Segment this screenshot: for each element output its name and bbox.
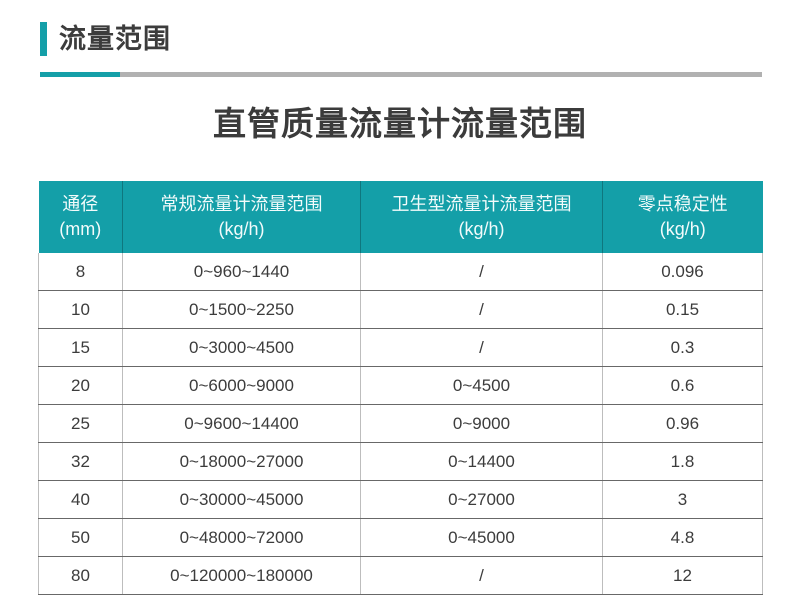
table-cell: 12 [602,556,763,595]
table-cell: 0~18000~27000 [122,442,361,481]
table-cell: 4.8 [602,518,763,557]
table-cell: 0~30000~45000 [122,480,361,519]
table-cell: 0.096 [602,253,763,291]
table-cell: 0.96 [602,404,763,443]
divider-accent-segment [40,72,120,77]
table-cell: 20 [38,366,123,405]
column-header-sanitary-flow-range: 卫生型流量计流量范围 (kg/h) [360,181,603,253]
table-cell: 3 [602,480,763,519]
table-cell: / [360,290,603,329]
table-row: 8 0~960~1440/0.096 [38,253,763,291]
column-header-line2: (mm) [59,219,102,239]
table-cell: 32 [38,442,123,481]
table-cell: 15 [38,328,123,367]
table-cell: 40 [38,480,123,519]
table-cell: 0~960~1440 [122,253,361,291]
table-row: 40 0~30000~45000 0~27000 3 [38,480,763,519]
table-header-row: 通径 (mm) 常规流量计流量范围 (kg/h) 卫生型流量计流量范围 (kg/… [38,181,763,253]
column-header-line1: 零点稳定性 [637,194,728,214]
column-header-standard-flow-range: 常规流量计流量范围 (kg/h) [122,181,361,253]
table-cell: / [360,328,603,367]
flow-range-table: 通径 (mm) 常规流量计流量范围 (kg/h) 卫生型流量计流量范围 (kg/… [38,181,763,595]
table-cell: 0~120000~180000 [122,556,361,595]
table-title: 直管质量流量计流量范围 [213,105,587,142]
table-cell: 8 [38,253,123,291]
table-cell: 0~1500~2250 [122,290,361,329]
table-cell: 0~14400 [360,442,603,481]
table-cell: / [360,253,603,291]
table-cell: 0~4500 [360,366,603,405]
table-row: 50 0~48000~72000 0~45000 4.8 [38,518,763,557]
section-divider [40,72,762,77]
column-header-zero-stability: 零点稳定性 (kg/h) [602,181,763,253]
table-body: 8 0~960~1440/0.096 10 0~1500~2250/0.15 15 0~3… [38,253,763,595]
table-row: 10 0~1500~2250/0.15 [38,290,763,329]
table-cell: 0.15 [602,290,763,329]
table-cell: 0~45000 [360,518,603,557]
table-row: 25 0~9600~14400 0~9000 0.96 [38,404,763,443]
table-cell: 0.6 [602,366,763,405]
column-header-line2: (kg/h) [218,219,265,239]
section-accent-bar [40,22,47,56]
table-cell: 0~3000~4500 [122,328,361,367]
table-cell: / [360,556,603,595]
table-row: 80 0~120000~180000/12 [38,556,763,595]
table-cell: 1.8 [602,442,763,481]
column-header-line1: 卫生型流量计流量范围 [391,194,572,214]
table-cell: 10 [38,290,123,329]
table-cell: 0~9000 [360,404,603,443]
table-cell: 0~48000~72000 [122,518,361,557]
column-header-line1: 常规流量计流量范围 [160,194,323,214]
table-cell: 80 [38,556,123,595]
table-row: 15 0~3000~4500/0.3 [38,328,763,367]
table-cell: 25 [38,404,123,443]
table-row: 20 0~6000~9000 0~4500 0.6 [38,366,763,405]
column-header-diameter: 通径 (mm) [38,181,123,253]
table-cell: 0.3 [602,328,763,367]
table-cell: 50 [38,518,123,557]
section-header: 流量范围 [40,20,171,58]
table-row: 32 0~18000~27000 0~14400 1.8 [38,442,763,481]
table-cell: 0~27000 [360,480,603,519]
divider-gray-segment [120,72,762,77]
column-header-line2: (kg/h) [659,219,706,239]
column-header-line1: 通径 [62,194,99,214]
table-cell: 0~6000~9000 [122,366,361,405]
column-header-line2: (kg/h) [458,219,505,239]
section-title: 流量范围 [59,23,171,54]
table-cell: 0~9600~14400 [122,404,361,443]
